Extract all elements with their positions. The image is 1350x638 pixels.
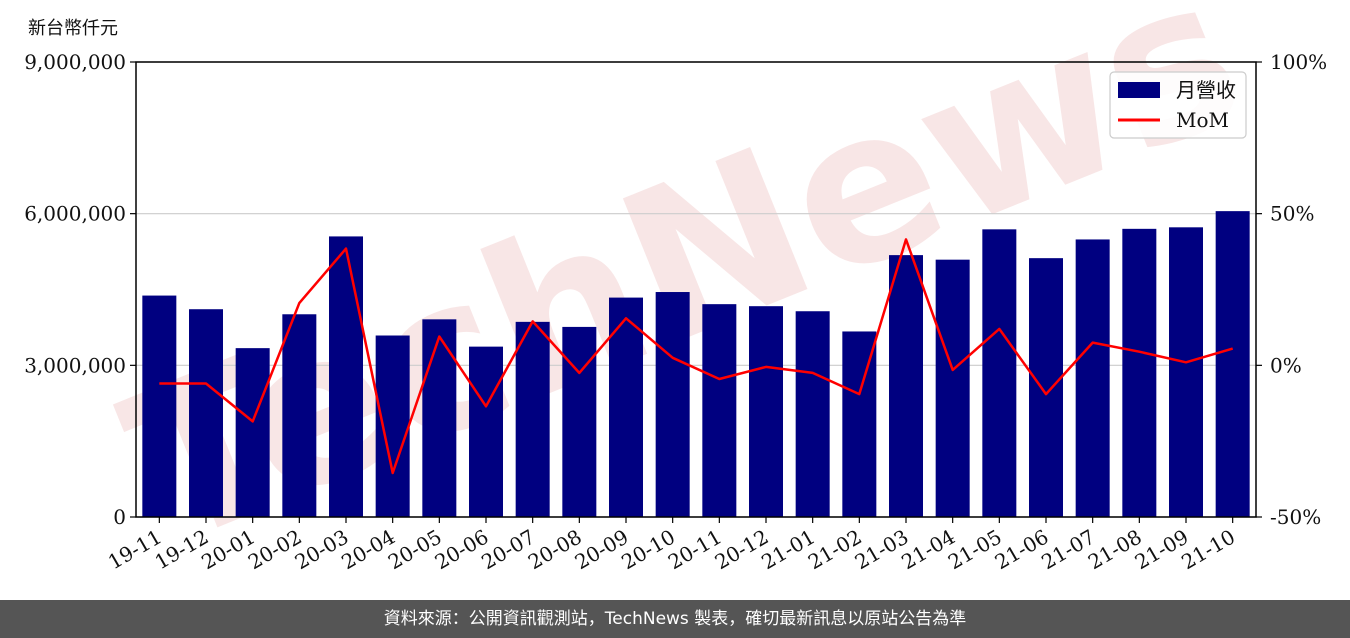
bar <box>1215 211 1250 517</box>
revenue-chart: TechNews 03,000,0006,000,0009,000,000-50… <box>24 0 1327 593</box>
y-left-tick-label: 9,000,000 <box>24 50 126 74</box>
legend-label-line: MoM <box>1176 108 1229 132</box>
y-right-tick-label: -50% <box>1270 505 1321 529</box>
bar <box>1122 228 1157 518</box>
bar <box>282 314 317 517</box>
bar <box>189 309 223 517</box>
bar <box>655 292 690 517</box>
bar <box>515 321 550 517</box>
bar <box>375 335 410 517</box>
source-footer: 資料來源：公開資訊觀測站，TechNews 製表，確切最新訊息以原站公告為準 <box>0 600 1350 638</box>
bar <box>795 311 830 517</box>
bar <box>935 259 970 517</box>
bar <box>1029 258 1063 517</box>
y-axis-unit-label: 新台幣仟元 <box>28 18 118 39</box>
bar <box>142 295 177 517</box>
mom-line <box>159 238 1234 475</box>
plot-frame <box>135 61 1257 518</box>
y-right-tick-label: 0% <box>1270 353 1302 377</box>
y-right-tick-label: 50% <box>1270 202 1314 226</box>
bar <box>842 331 877 517</box>
y-left-tick-label: 6,000,000 <box>24 202 126 226</box>
bar <box>609 297 643 517</box>
bar <box>1075 239 1110 517</box>
bar <box>562 326 597 517</box>
y-left-tick-label: 0 <box>113 505 126 529</box>
legend: 月營收 MoM <box>1109 71 1247 139</box>
bar <box>702 304 737 517</box>
bar <box>422 319 457 517</box>
y-left-tick-label: 3,000,000 <box>24 353 126 377</box>
x-tick-label: 21-10 <box>1177 525 1239 575</box>
bar <box>469 346 503 517</box>
line-series <box>159 238 1234 475</box>
bar <box>235 348 270 517</box>
legend-label-bar: 月營收 <box>1176 78 1236 102</box>
bar <box>982 229 1017 518</box>
bar <box>749 306 783 517</box>
y-right-tick-label: 100% <box>1270 50 1327 74</box>
bar <box>889 255 923 517</box>
bar <box>1169 227 1203 518</box>
legend-swatch-bar <box>1118 82 1160 98</box>
bar <box>329 236 363 517</box>
